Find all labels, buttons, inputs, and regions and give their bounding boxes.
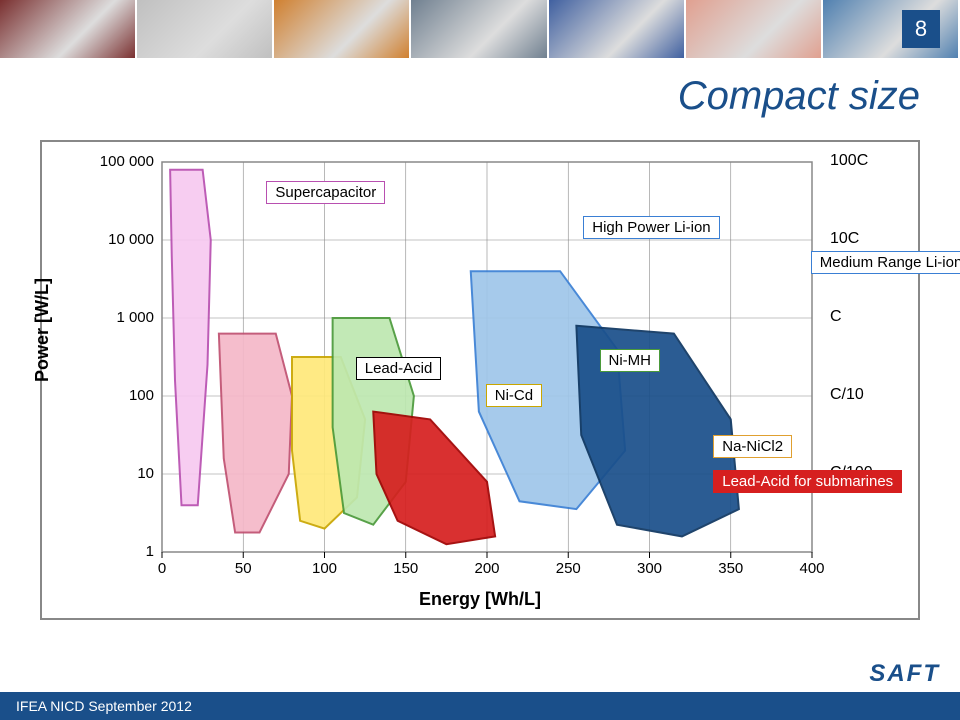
x-tick: 50 <box>235 560 252 577</box>
y-tick: 1 <box>94 543 154 560</box>
region-label-lead-acid: Lead-Acid <box>356 357 442 380</box>
x-tick: 250 <box>556 560 581 577</box>
y-tick: 1 000 <box>94 309 154 326</box>
page-title: Compact size <box>678 74 920 119</box>
region-label-supercapacitor: Supercapacitor <box>266 181 385 204</box>
banner-img-0 <box>0 0 137 58</box>
y-tick: 100 000 <box>94 153 154 170</box>
logo: SAFT <box>869 660 940 688</box>
x-axis-label: Energy [Wh/L] <box>42 589 918 610</box>
x-tick: 300 <box>637 560 662 577</box>
banner-img-3 <box>411 0 548 58</box>
banner-img-4 <box>549 0 686 58</box>
region-label-lead-acid-sub: Lead-Acid for submarines <box>713 470 902 493</box>
x-tick: 200 <box>474 560 499 577</box>
footer-text: IFEA NICD September 2012 <box>0 692 960 720</box>
region-label-ni-mh: Ni-MH <box>600 349 661 372</box>
y-tick: 100 <box>94 387 154 404</box>
c-rate-label: 100C <box>830 152 868 170</box>
page-number: 8 <box>902 10 940 48</box>
c-rate-label: C <box>830 308 842 326</box>
region-label-ni-cd: Ni-Cd <box>486 384 542 407</box>
region-label-mr-li-ion: Medium Range Li-ion <box>811 251 960 274</box>
y-tick: 10 000 <box>94 231 154 248</box>
c-rate-label: 10C <box>830 230 859 248</box>
x-tick: 100 <box>312 560 337 577</box>
y-axis-label: Power [W/L] <box>32 278 53 382</box>
ragone-chart <box>42 142 918 618</box>
y-tick: 10 <box>94 465 154 482</box>
region-label-na-nicl2: Na-NiCl2 <box>713 435 792 458</box>
x-tick: 400 <box>799 560 824 577</box>
chart-frame: Power [W/L] Energy [Wh/L] 1101001 00010 … <box>40 140 920 620</box>
x-tick: 0 <box>158 560 166 577</box>
x-tick: 350 <box>718 560 743 577</box>
c-rate-label: C/10 <box>830 386 864 404</box>
header-banner <box>0 0 960 58</box>
banner-img-5 <box>686 0 823 58</box>
banner-img-2 <box>274 0 411 58</box>
region-label-hp-li-ion: High Power Li-ion <box>583 216 719 239</box>
banner-img-1 <box>137 0 274 58</box>
x-tick: 150 <box>393 560 418 577</box>
